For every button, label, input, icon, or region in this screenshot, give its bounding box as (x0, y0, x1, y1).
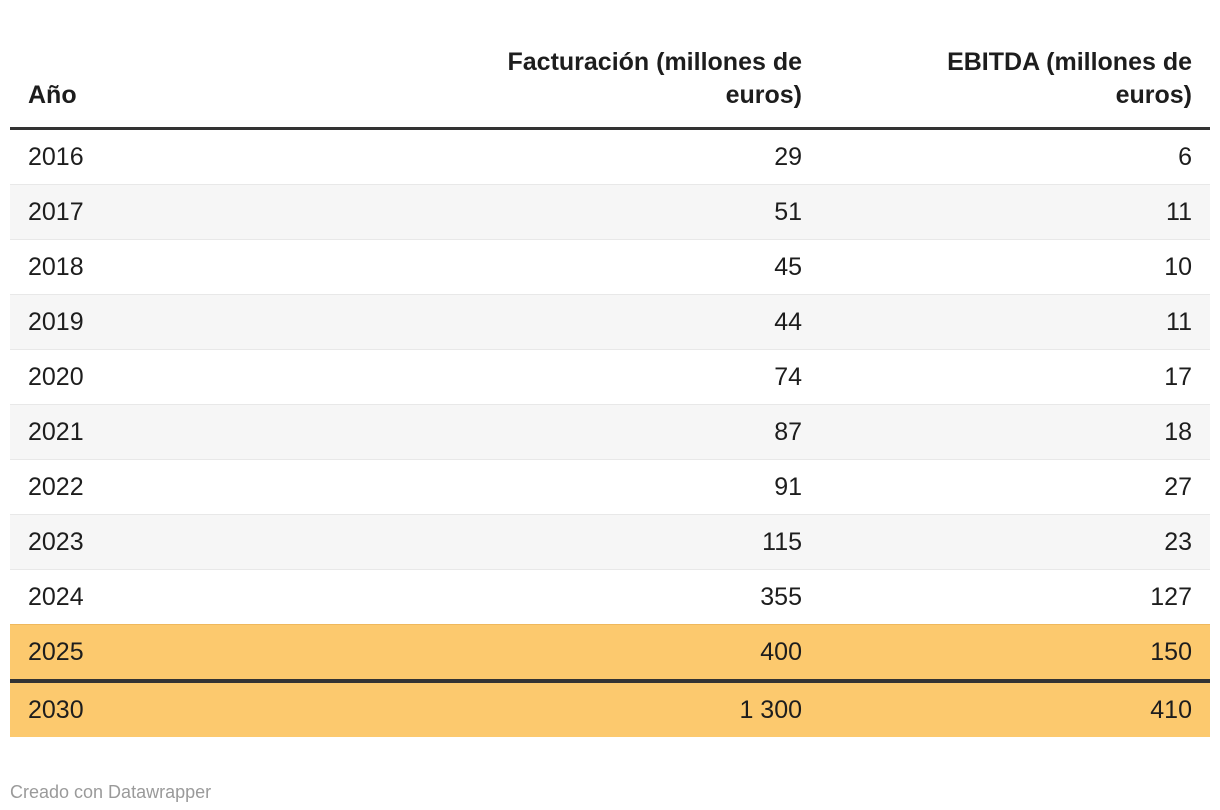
table-row: 2018 45 10 (10, 239, 1210, 295)
ebitda-cell: 127 (1150, 583, 1192, 611)
facturacion-cell: 355 (760, 583, 802, 611)
table-row: 2024 355 127 (10, 569, 1210, 625)
table-row: 2020 74 17 (10, 349, 1210, 405)
column-header-ebitda: EBITDA (millones de euros) (820, 0, 1210, 130)
ebitda-cell: 18 (1164, 418, 1192, 446)
facturacion-cell: 44 (774, 308, 802, 336)
ebitda-cell: 10 (1164, 253, 1192, 281)
ebitda-cell: 23 (1164, 528, 1192, 556)
table-row: 2017 51 11 (10, 184, 1210, 240)
year-cell: 2018 (28, 253, 84, 281)
column-header-facturacion: Facturación (millones de euros) (310, 0, 820, 130)
year-cell: 2021 (28, 418, 84, 446)
column-header-label: Facturación (millones de euros) (507, 48, 802, 109)
data-table: Año Facturación (millones de euros) EBIT… (10, 0, 1210, 737)
ebitda-cell: 6 (1178, 143, 1192, 171)
facturacion-cell: 115 (762, 528, 802, 556)
table-row: 2019 44 11 (10, 294, 1210, 350)
table-row: 2025 400 150 (10, 624, 1210, 681)
facturacion-cell: 29 (774, 143, 802, 171)
year-cell: 2017 (28, 198, 84, 226)
year-cell: 2024 (28, 583, 84, 611)
facturacion-cell: 91 (774, 473, 802, 501)
year-cell: 2030 (28, 696, 84, 724)
ebitda-cell: 11 (1166, 308, 1192, 336)
year-cell: 2020 (28, 363, 84, 391)
year-cell: 2022 (28, 473, 84, 501)
ebitda-cell: 11 (1166, 198, 1192, 226)
facturacion-cell: 1 300 (739, 696, 802, 724)
attribution-footer: Creado con Datawrapper (10, 781, 1210, 803)
table-header: Año Facturación (millones de euros) EBIT… (10, 0, 1210, 130)
ebitda-cell: 150 (1150, 638, 1192, 666)
ebitda-cell: 17 (1164, 363, 1192, 391)
table-row: 2030 1 300 410 (10, 681, 1210, 737)
table-row: 2023 115 23 (10, 514, 1210, 570)
header-row: Año Facturación (millones de euros) EBIT… (10, 0, 1210, 130)
table-row: 2022 91 27 (10, 459, 1210, 515)
year-cell: 2016 (28, 143, 84, 171)
table-row: 2021 87 18 (10, 404, 1210, 460)
facturacion-cell: 74 (774, 363, 802, 391)
year-cell: 2019 (28, 308, 84, 336)
facturacion-cell: 45 (774, 253, 802, 281)
column-header-label: Año (28, 81, 77, 109)
column-header-label: EBITDA (millones de euros) (947, 48, 1192, 109)
year-cell: 2025 (28, 638, 84, 666)
ebitda-cell: 27 (1164, 473, 1192, 501)
table-body: 2016 29 6 2017 51 11 2018 45 10 2019 44 … (10, 129, 1210, 737)
facturacion-cell: 51 (774, 198, 802, 226)
facturacion-cell: 87 (774, 418, 802, 446)
facturacion-cell: 400 (760, 638, 802, 666)
year-cell: 2023 (28, 528, 84, 556)
ebitda-cell: 410 (1150, 696, 1192, 724)
table-row: 2016 29 6 (10, 129, 1210, 185)
datawrapper-credit-link[interactable]: Creado con Datawrapper (10, 782, 212, 802)
column-header-ano: Año (10, 0, 310, 130)
